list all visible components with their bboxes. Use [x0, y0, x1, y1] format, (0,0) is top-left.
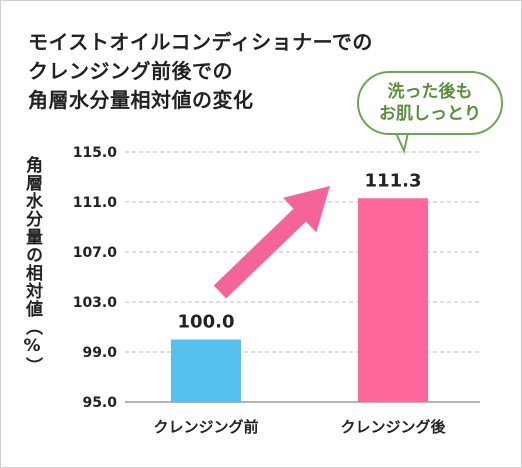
annotation-line-1: 洗った後も	[387, 82, 473, 102]
y-axis-label: 角層水分量の相対値（%）	[22, 156, 42, 375]
data-label: 111.3	[365, 170, 422, 191]
title-line-3: 角層水分量相対値の変化	[28, 88, 254, 112]
bubble-tail	[394, 132, 410, 155]
title-line-2: クレンジング前後での	[28, 59, 233, 83]
y-tick-label: 111.0	[73, 195, 118, 211]
category-label: クレンジング前	[153, 418, 258, 436]
y-tick-label: 95.0	[82, 395, 117, 411]
data-labels: 100.0 111.3	[178, 170, 422, 332]
title-line-1: モイストオイルコンディショナーでの	[28, 30, 373, 54]
category-labels: クレンジング前 クレンジング後	[153, 418, 446, 436]
annotation-line-2: お肌しっとり	[379, 104, 481, 124]
chart-title: モイストオイルコンディショナーでの クレンジング前後での 角層水分量相対値の変化	[28, 28, 373, 115]
category-label: クレンジング後	[340, 418, 446, 436]
y-tick-labels: 95.0 99.0 103.0 107.0 111.0 115.0	[73, 145, 118, 411]
bar	[171, 339, 241, 402]
data-label: 100.0	[178, 312, 235, 333]
arrow-shape	[213, 186, 330, 299]
y-tick-label: 99.0	[82, 345, 117, 361]
y-tick-label: 107.0	[73, 245, 118, 261]
increase-arrow	[213, 186, 330, 299]
bars	[171, 198, 428, 402]
annotation-bubble: 洗った後も お肌しっとり	[357, 71, 503, 135]
y-tick-label: 103.0	[73, 295, 118, 311]
bar	[358, 198, 428, 402]
y-tick-label: 115.0	[73, 145, 118, 161]
